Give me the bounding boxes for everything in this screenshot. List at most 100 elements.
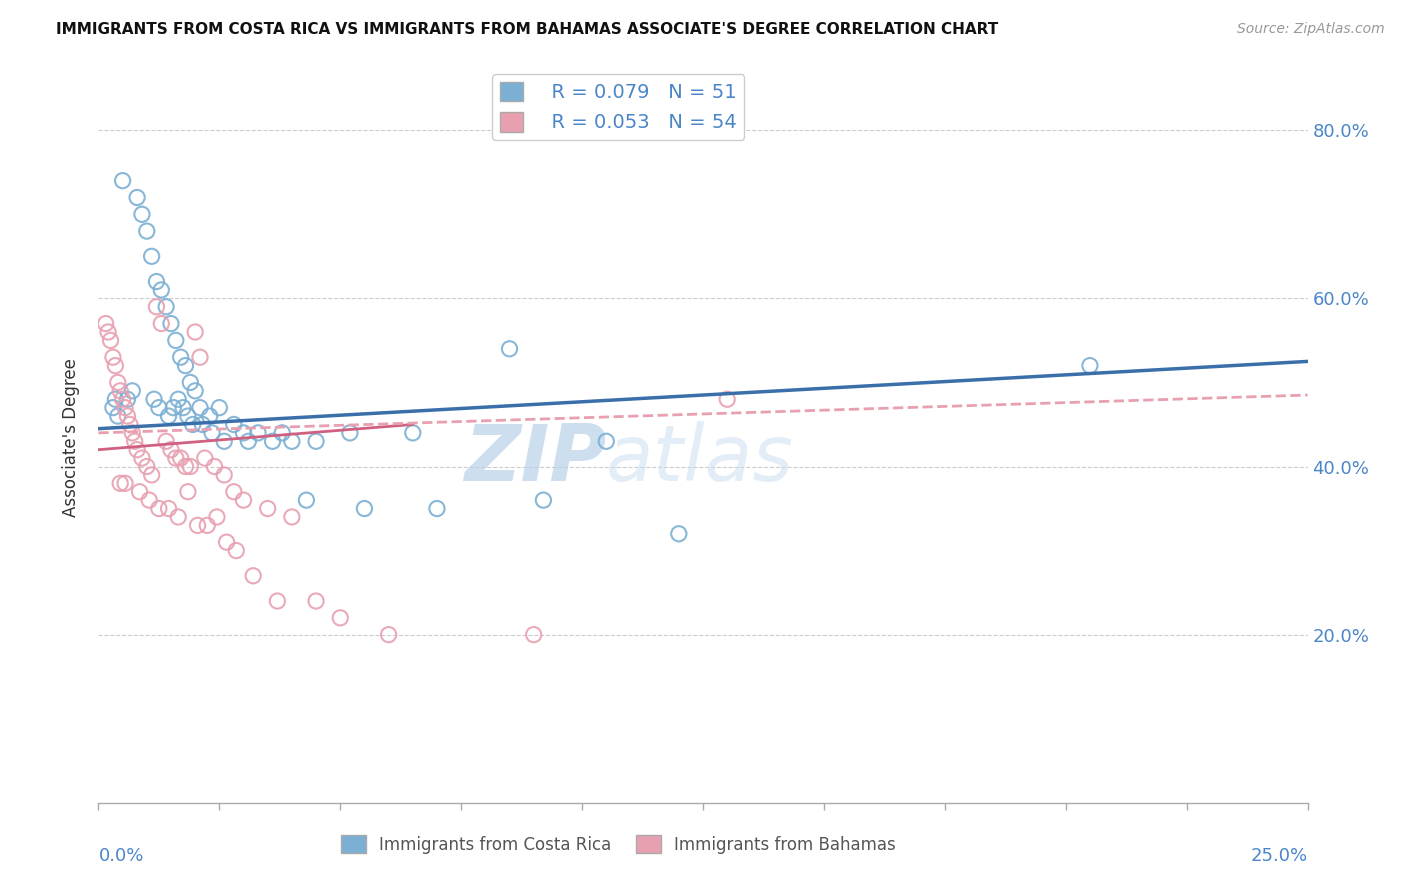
Point — [281, 510, 304, 524]
Text: 25.0%: 25.0% — [1250, 847, 1308, 864]
Point — [595, 434, 617, 449]
Point — [339, 425, 361, 440]
Point — [111, 392, 134, 407]
Point — [188, 350, 211, 364]
Point — [238, 434, 260, 449]
Point — [165, 334, 187, 348]
Point — [232, 493, 254, 508]
Point — [128, 484, 150, 499]
Point — [201, 425, 224, 440]
Point — [232, 425, 254, 440]
Point — [100, 334, 122, 348]
Point — [157, 409, 180, 423]
Point — [104, 392, 127, 407]
Point — [377, 627, 399, 641]
Point — [305, 594, 328, 608]
Point — [114, 476, 136, 491]
Point — [212, 434, 235, 449]
Text: Source: ZipAtlas.com: Source: ZipAtlas.com — [1237, 22, 1385, 37]
Point — [162, 401, 184, 415]
Point — [191, 417, 214, 432]
Point — [179, 376, 201, 390]
Point — [498, 342, 520, 356]
Point — [107, 376, 129, 390]
Point — [187, 518, 209, 533]
Point — [305, 434, 328, 449]
Point — [247, 425, 270, 440]
Point — [531, 493, 554, 508]
Point — [208, 401, 231, 415]
Point — [188, 401, 211, 415]
Point — [222, 417, 245, 432]
Point — [108, 384, 131, 398]
Point — [101, 401, 124, 415]
Point — [97, 325, 120, 339]
Point — [107, 409, 129, 423]
Point — [195, 518, 218, 533]
Point — [426, 501, 449, 516]
Point — [169, 350, 191, 364]
Point — [111, 174, 134, 188]
Point — [194, 451, 217, 466]
Point — [117, 409, 139, 423]
Point — [177, 409, 200, 423]
Y-axis label: Associate's Degree: Associate's Degree — [62, 358, 80, 516]
Point — [104, 359, 127, 373]
Point — [198, 409, 221, 423]
Point — [329, 611, 352, 625]
Point — [205, 510, 228, 524]
Text: IMMIGRANTS FROM COSTA RICA VS IMMIGRANTS FROM BAHAMAS ASSOCIATE'S DEGREE CORRELA: IMMIGRANTS FROM COSTA RICA VS IMMIGRANTS… — [56, 22, 998, 37]
Point — [523, 627, 546, 641]
Point — [174, 359, 197, 373]
Point — [155, 434, 177, 449]
Point — [135, 224, 157, 238]
Point — [295, 493, 318, 508]
Point — [281, 434, 304, 449]
Point — [242, 569, 264, 583]
Point — [256, 501, 278, 516]
Point — [143, 392, 166, 407]
Point — [167, 510, 190, 524]
Point — [225, 543, 247, 558]
Point — [172, 401, 194, 415]
Point — [121, 425, 143, 440]
Point — [160, 442, 183, 457]
Point — [184, 325, 207, 339]
Point — [127, 442, 149, 457]
Point — [668, 526, 690, 541]
Point — [124, 434, 146, 449]
Point — [138, 493, 160, 508]
Text: ZIP: ZIP — [464, 421, 606, 497]
Point — [155, 300, 177, 314]
Point — [716, 392, 738, 407]
Point — [101, 350, 124, 364]
Point — [148, 501, 170, 516]
Point — [179, 459, 201, 474]
Point — [150, 317, 173, 331]
Text: atlas: atlas — [606, 421, 794, 497]
Point — [181, 417, 204, 432]
Point — [114, 401, 136, 415]
Point — [135, 459, 157, 474]
Point — [108, 476, 131, 491]
Point — [141, 467, 163, 482]
Point — [174, 459, 197, 474]
Point — [131, 207, 153, 221]
Point — [177, 484, 200, 499]
Point — [204, 459, 226, 474]
Point — [150, 283, 173, 297]
Point — [157, 501, 180, 516]
Point — [271, 425, 294, 440]
Point — [262, 434, 284, 449]
Point — [184, 384, 207, 398]
Point — [145, 275, 167, 289]
Legend: Immigrants from Costa Rica, Immigrants from Bahamas: Immigrants from Costa Rica, Immigrants f… — [333, 829, 903, 860]
Point — [353, 501, 375, 516]
Point — [1078, 359, 1101, 373]
Point — [118, 417, 141, 432]
Point — [121, 384, 143, 398]
Point — [266, 594, 288, 608]
Point — [131, 451, 153, 466]
Point — [212, 467, 235, 482]
Point — [141, 249, 163, 263]
